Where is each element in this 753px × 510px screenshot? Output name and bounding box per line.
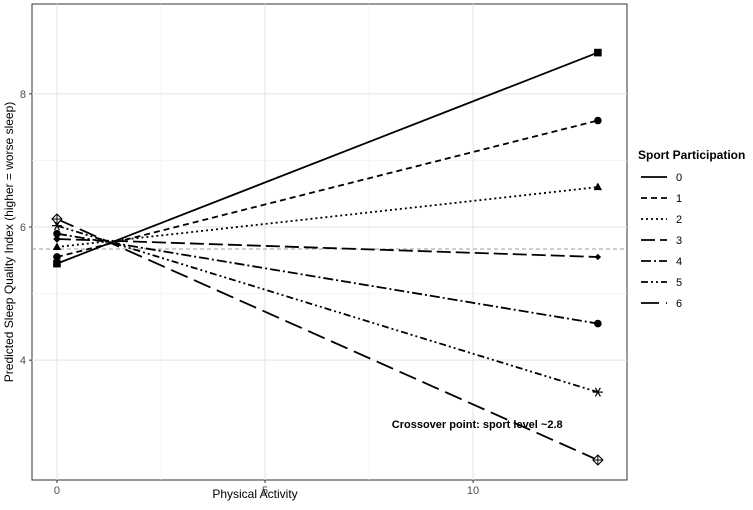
legend: 0 1 2 3 4 5 6 xyxy=(641,172,682,310)
point-5-1 xyxy=(592,387,603,397)
series-line-1 xyxy=(56,119,599,258)
annotation-text: Crossover point: sport level ~2.8 xyxy=(392,419,563,431)
legend-label-1: 1 xyxy=(676,193,682,205)
series-line-3 xyxy=(56,238,598,258)
legend-label-6: 6 xyxy=(676,298,682,310)
point-2-1 xyxy=(593,182,603,191)
point-4-1 xyxy=(594,319,602,328)
point-3-1 xyxy=(594,253,602,261)
point-0-1 xyxy=(594,48,602,57)
point-2-0 xyxy=(52,242,62,251)
point-1-1 xyxy=(594,116,602,125)
point-6-0 xyxy=(51,213,63,225)
point-0-0 xyxy=(53,259,61,268)
grid xyxy=(32,4,627,480)
x-tick-label: 0 xyxy=(54,485,60,497)
x-tick-label: 10 xyxy=(467,485,479,497)
series-line-2 xyxy=(56,186,598,248)
point-3-0 xyxy=(53,235,61,243)
legend-label-3: 3 xyxy=(676,235,682,247)
legend-label-2: 2 xyxy=(676,214,682,226)
series-line-5 xyxy=(56,224,599,393)
legend-label-4: 4 xyxy=(676,256,682,268)
legend-label-0: 0 xyxy=(676,172,682,184)
y-tick-label: 8 xyxy=(20,89,26,101)
y-tick-label: 4 xyxy=(20,355,26,367)
legend-title: Sport Participation xyxy=(638,148,745,162)
plot-panel xyxy=(31,3,628,481)
legend-label-5: 5 xyxy=(676,277,682,289)
point-6-1 xyxy=(592,454,604,466)
point-1-0 xyxy=(53,253,61,261)
series-lines xyxy=(56,51,599,461)
y-axis-title: Predicted Sleep Quality Index (higher = … xyxy=(2,102,16,382)
axis-ticks: 0 5 10 4 6 8 xyxy=(20,89,479,497)
x-axis-title: Physical Activity xyxy=(212,487,297,501)
series-line-4 xyxy=(56,232,599,325)
x-tick-label: 5 xyxy=(262,485,268,497)
series-markers xyxy=(51,48,604,466)
series-line-0 xyxy=(56,51,599,265)
point-4-0 xyxy=(53,229,61,238)
y-tick-label: 6 xyxy=(20,222,26,234)
